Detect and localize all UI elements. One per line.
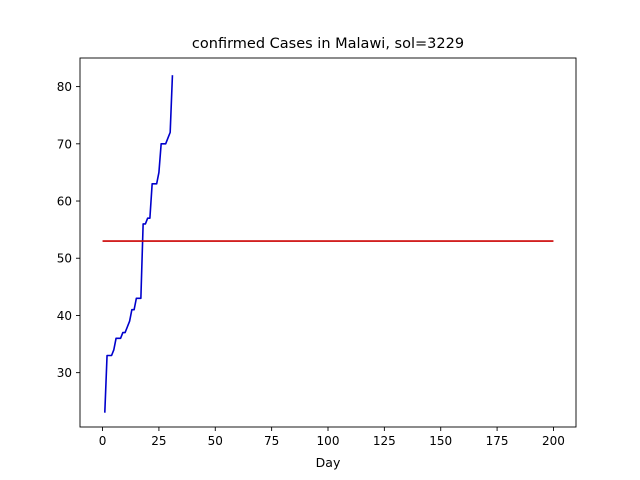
x-tick-label: 175 [486,434,509,448]
y-tick-label: 50 [57,252,72,266]
x-tick-label: 125 [373,434,396,448]
x-tick-label: 150 [429,434,452,448]
y-tick-label: 30 [57,366,72,380]
y-tick-label: 60 [57,195,72,209]
chart-title: confirmed Cases in Malawi, sol=3229 [192,36,464,52]
x-axis-label: Day [316,455,341,470]
axes: 0 25 50 75 100 125 150 175 200 30 40 50 60 70 80 [57,57,577,448]
x-tick-label: 25 [151,434,166,448]
x-tick-label: 200 [542,434,565,448]
y-tick-label: 40 [57,309,72,323]
x-tick-label: 100 [317,434,340,448]
x-tick-label: 0 [99,434,107,448]
series-line-1 [104,75,174,413]
x-tick-label: 50 [208,434,223,448]
y-tick-label: 80 [57,80,72,94]
y-tick-label: 70 [57,137,72,151]
x-tick-label: 75 [264,434,279,448]
plot-area [102,75,554,413]
